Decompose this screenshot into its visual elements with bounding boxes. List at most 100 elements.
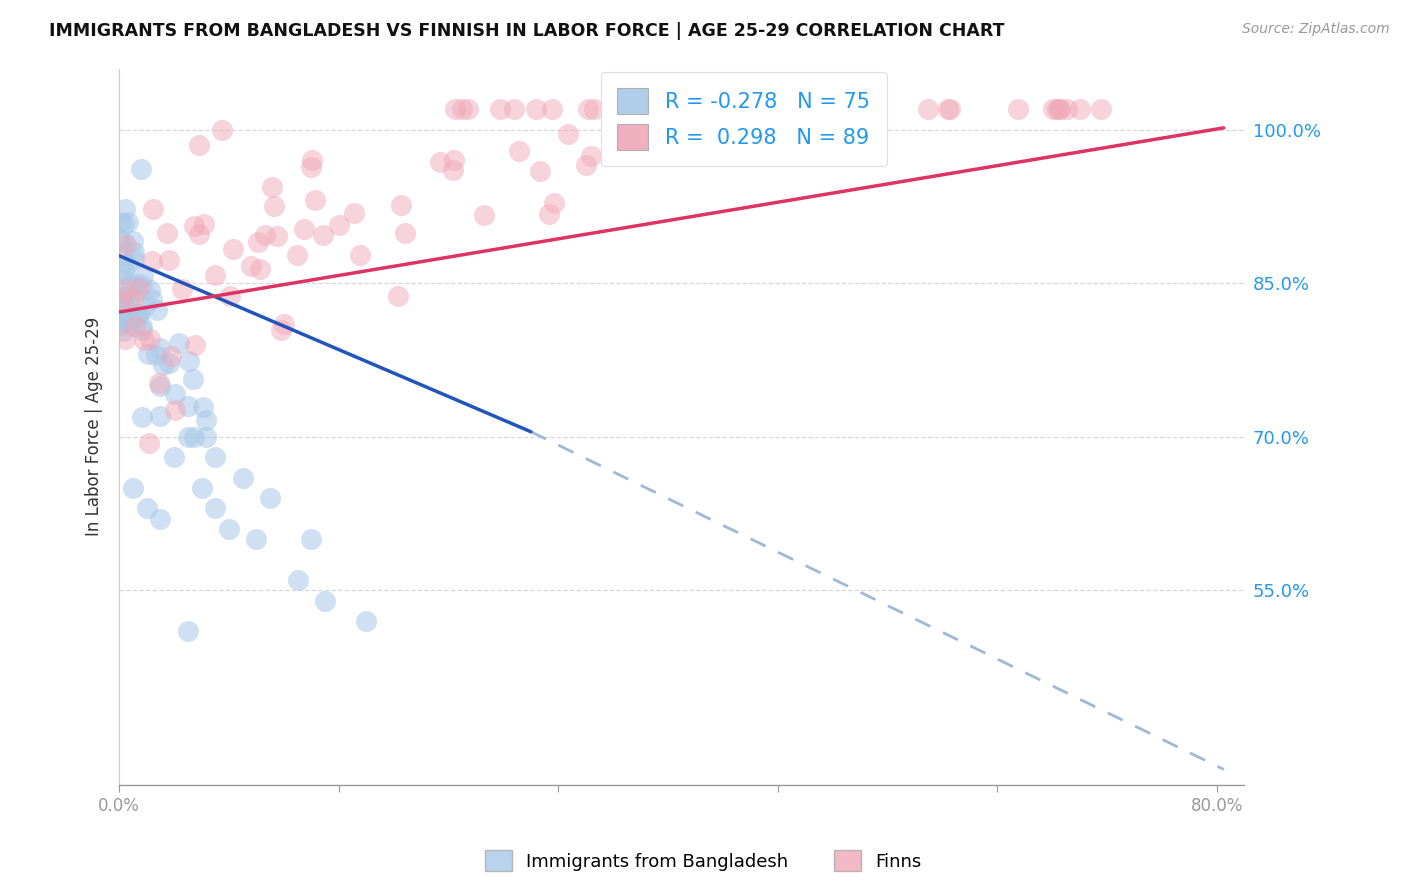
Legend: R = -0.278   N = 75, R =  0.298   N = 89: R = -0.278 N = 75, R = 0.298 N = 89 [600, 71, 887, 166]
Point [159, 350, 181, 364]
Point [108, 215, 131, 229]
Point [574, 158, 596, 172]
Point [260, 180, 283, 194]
Point [148, 376, 170, 390]
Point [183, 430, 205, 444]
Point [149, 378, 172, 392]
Point [117, 293, 139, 307]
Point [457, 103, 479, 117]
Point [131, 323, 153, 337]
Point [110, 312, 132, 326]
Point [191, 400, 214, 414]
Point [204, 450, 226, 465]
Point [583, 103, 606, 117]
Point [128, 307, 150, 321]
Point [149, 342, 172, 356]
Point [254, 228, 277, 243]
Point [131, 277, 153, 292]
Point [832, 103, 855, 117]
Point [690, 103, 713, 117]
Point [122, 292, 145, 306]
Point [112, 217, 135, 231]
Point [125, 306, 148, 320]
Point [111, 267, 134, 281]
Point [718, 103, 741, 117]
Point [170, 282, 193, 296]
Text: Source: ZipAtlas.com: Source: ZipAtlas.com [1241, 22, 1389, 37]
Point [1047, 103, 1070, 117]
Point [127, 284, 149, 298]
Point [211, 123, 233, 137]
Point [354, 614, 377, 628]
Point [219, 289, 242, 303]
Point [194, 413, 217, 427]
Point [108, 232, 131, 246]
Point [135, 298, 157, 312]
Point [146, 303, 169, 318]
Point [794, 103, 817, 117]
Point [184, 338, 207, 352]
Point [127, 309, 149, 323]
Point [136, 347, 159, 361]
Point [1042, 103, 1064, 117]
Point [540, 103, 562, 117]
Point [299, 160, 322, 174]
Point [543, 195, 565, 210]
Point [387, 289, 409, 303]
Point [1069, 103, 1091, 117]
Y-axis label: In Labor Force | Age 25-29: In Labor Force | Age 25-29 [86, 317, 103, 536]
Point [167, 336, 190, 351]
Point [780, 103, 803, 117]
Point [163, 387, 186, 401]
Point [508, 144, 530, 158]
Point [917, 103, 939, 117]
Point [204, 501, 226, 516]
Point [502, 103, 524, 117]
Point [1090, 103, 1112, 117]
Point [299, 532, 322, 546]
Point [177, 353, 200, 368]
Point [131, 162, 153, 177]
Point [163, 450, 186, 465]
Point [114, 282, 136, 296]
Point [343, 206, 366, 220]
Point [142, 202, 165, 217]
Point [557, 127, 579, 141]
Point [112, 235, 135, 249]
Point [131, 409, 153, 424]
Point [661, 103, 683, 117]
Point [304, 193, 326, 207]
Point [939, 103, 962, 117]
Point [114, 333, 136, 347]
Point [111, 247, 134, 261]
Point [292, 222, 315, 236]
Point [247, 235, 270, 250]
Point [301, 153, 323, 168]
Point [245, 532, 267, 546]
Point [240, 260, 263, 274]
Point [139, 332, 162, 346]
Point [1007, 103, 1029, 117]
Point [112, 315, 135, 329]
Point [314, 593, 336, 607]
Point [122, 234, 145, 248]
Point [120, 279, 142, 293]
Point [263, 199, 285, 213]
Point [443, 153, 465, 167]
Point [124, 244, 146, 259]
Point [124, 319, 146, 334]
Point [149, 512, 172, 526]
Point [394, 227, 416, 241]
Point [117, 278, 139, 293]
Point [138, 435, 160, 450]
Text: IMMIGRANTS FROM BANGLADESH VS FINNISH IN LABOR FORCE | AGE 25-29 CORRELATION CHA: IMMIGRANTS FROM BANGLADESH VS FINNISH IN… [49, 22, 1005, 40]
Point [145, 348, 167, 362]
Point [127, 277, 149, 291]
Point [117, 312, 139, 326]
Point [112, 296, 135, 310]
Point [177, 399, 200, 413]
Point [115, 257, 138, 271]
Point [141, 254, 163, 268]
Point [135, 501, 157, 516]
Point [152, 358, 174, 372]
